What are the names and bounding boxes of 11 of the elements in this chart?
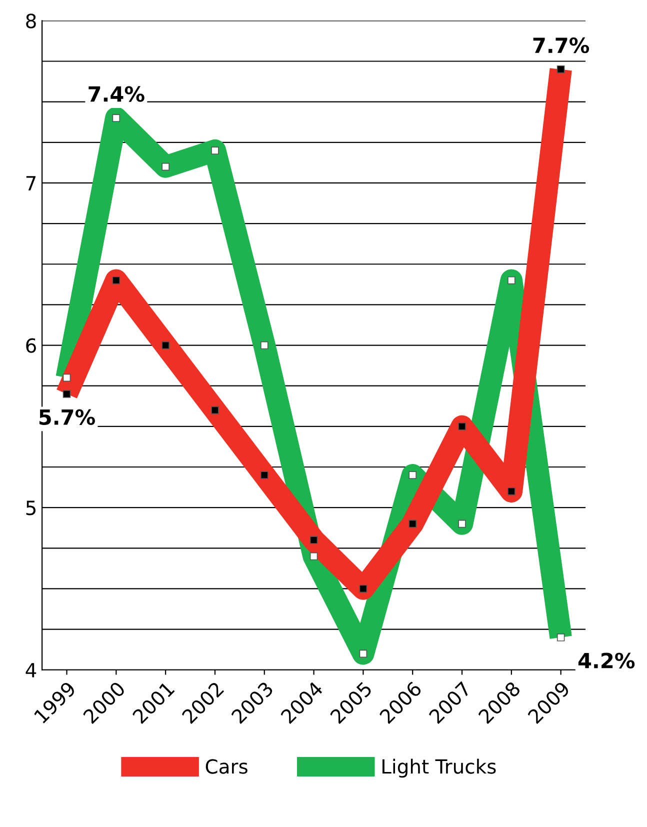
legend-label: Light Trucks [382,758,496,778]
legend-label: Cars [206,759,248,774]
y-tick-label: 4 [26,663,36,678]
y-tick-label: 8 [26,14,36,28]
data-label: 4.2% [578,652,635,668]
data-label: 7.4% [88,86,144,102]
y-tick-label: 6 [26,338,36,353]
data-label: 5.7% [39,409,95,426]
y-tick-label: 5 [26,500,36,516]
y-tick-label: 7 [26,176,36,190]
data-label: 7.7% [533,37,590,54]
